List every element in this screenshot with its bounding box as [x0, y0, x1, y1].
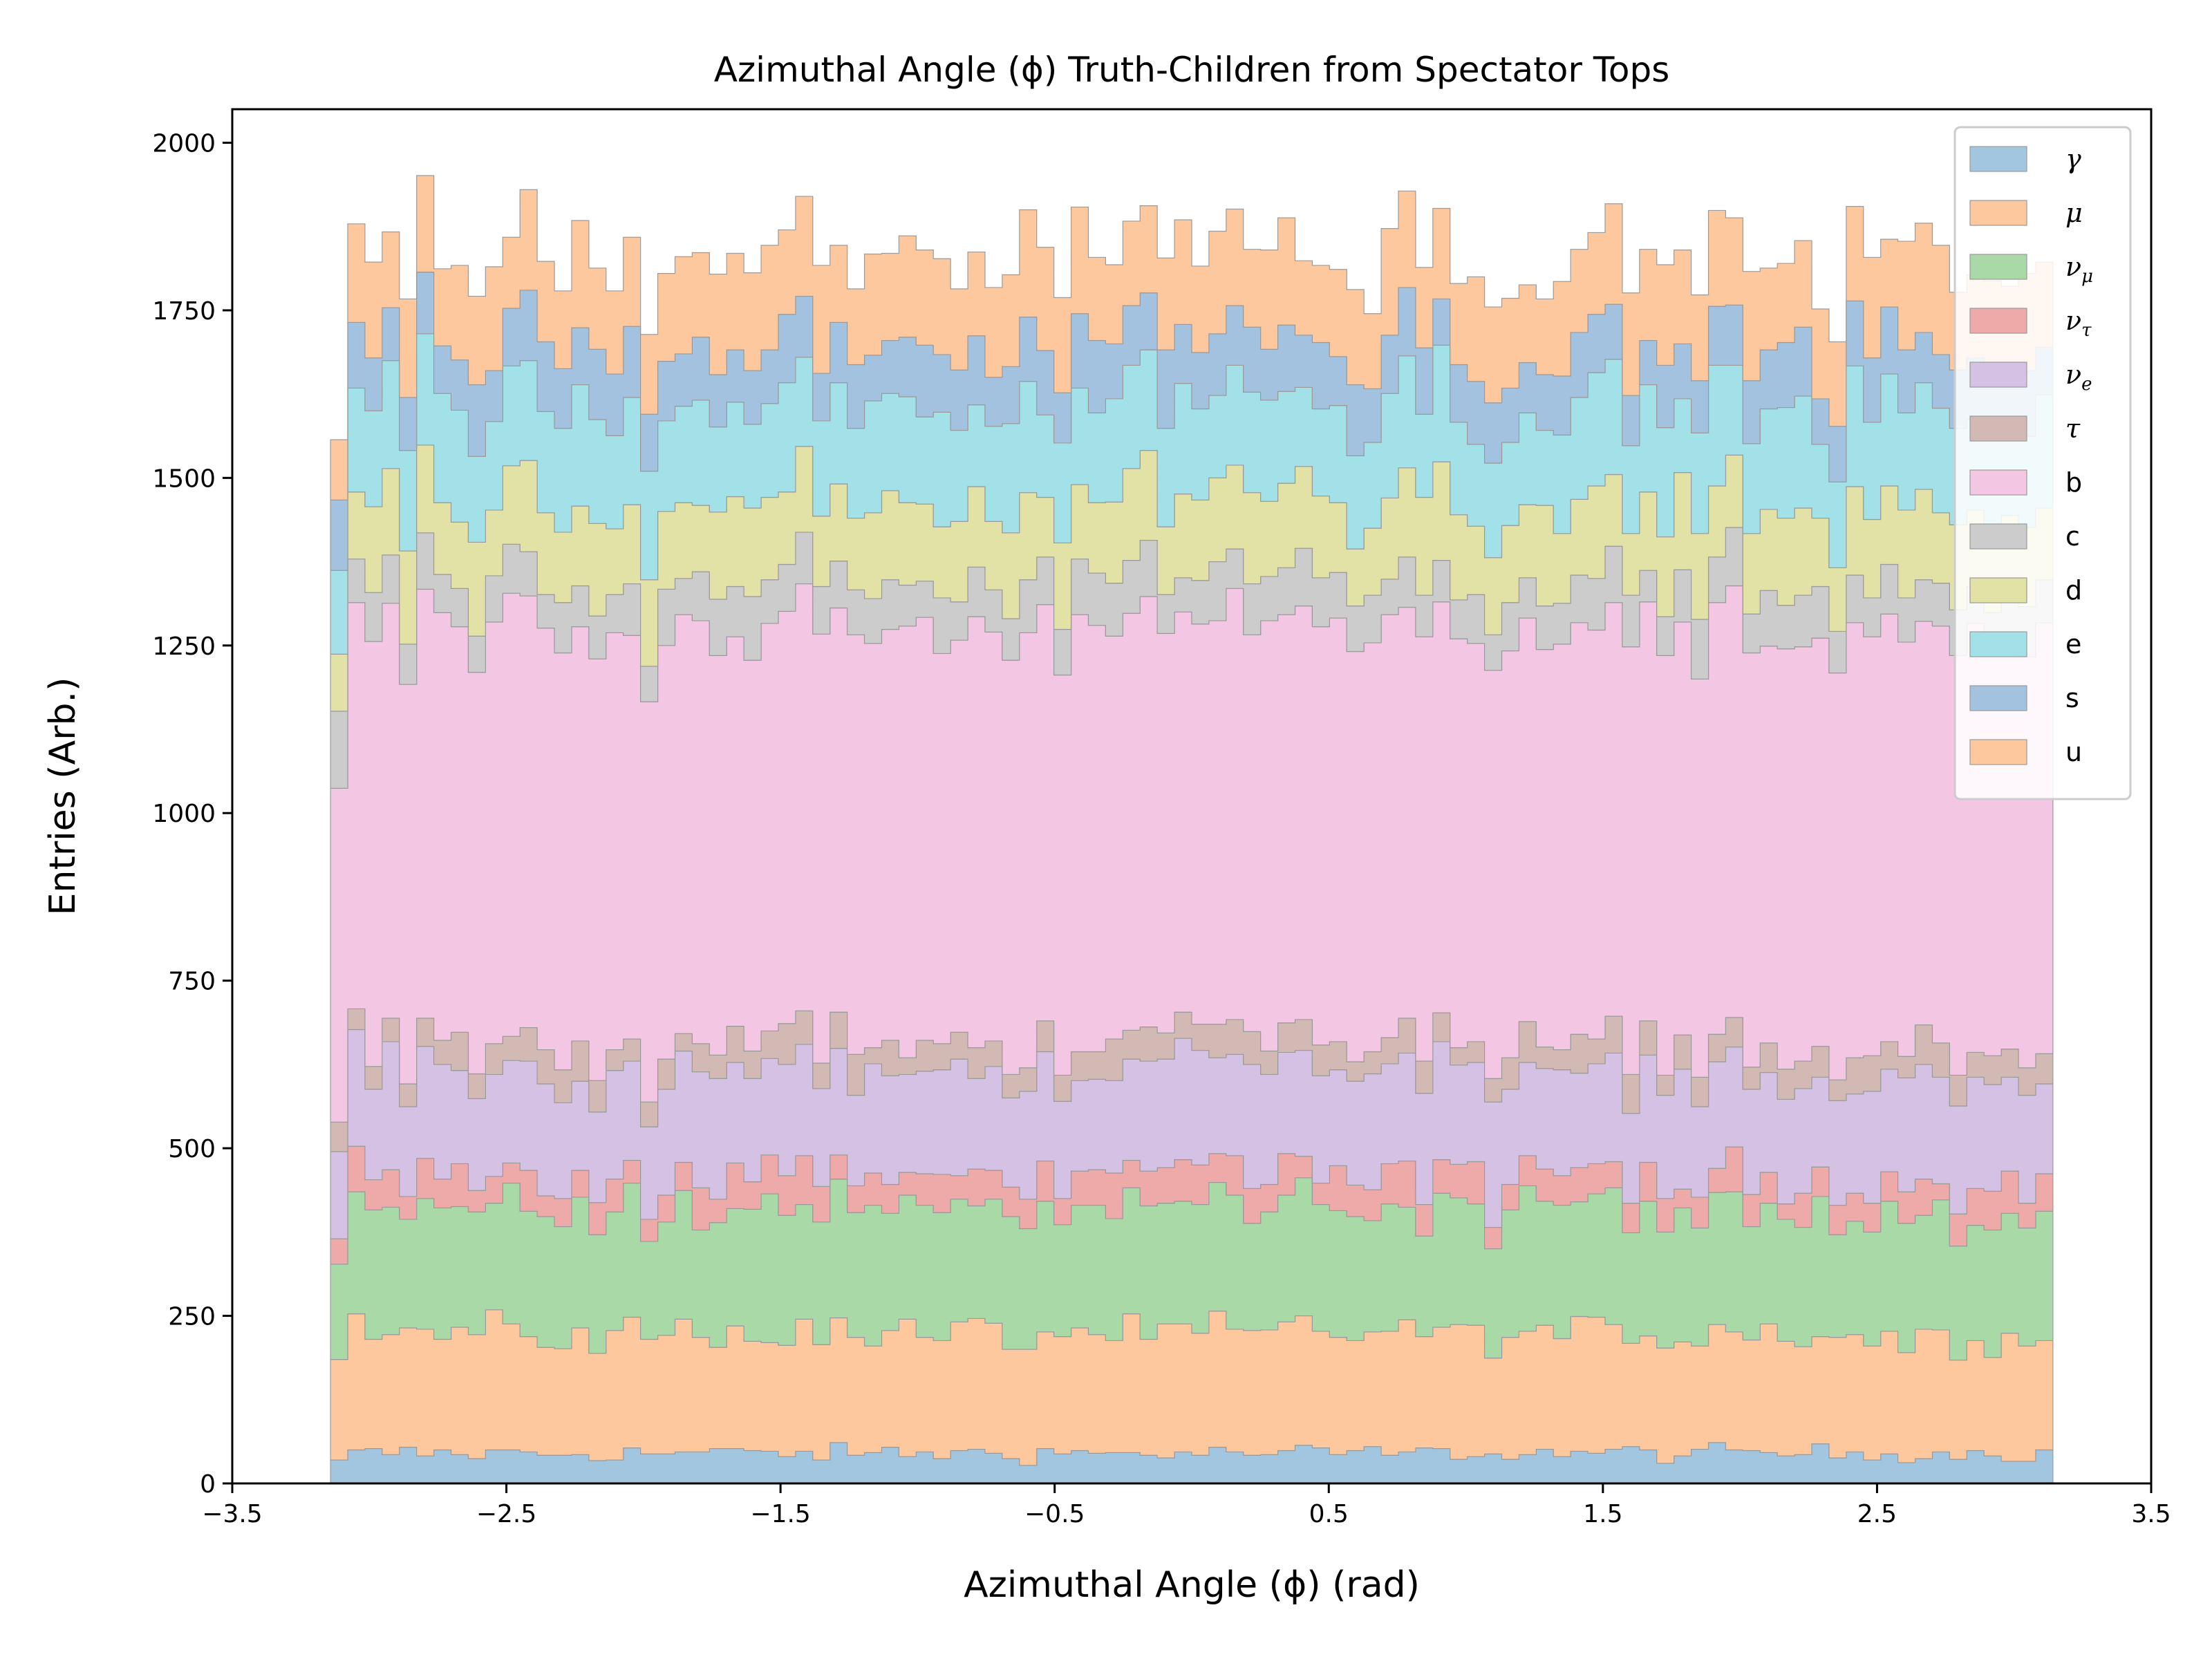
legend-swatch: [1969, 469, 2027, 496]
legend-swatch: [1969, 415, 2027, 442]
y-tick-label: 1500: [152, 465, 216, 493]
legend-swatch: [1969, 146, 2027, 172]
legend-swatch: [1969, 523, 2027, 550]
legend-label: b: [2065, 467, 2082, 498]
legend-swatch: [1969, 362, 2027, 388]
y-tick-label: 0: [200, 1470, 216, 1499]
y-axis-title: Entries (Arb.): [42, 677, 84, 916]
x-tick-label: 1.5: [1583, 1500, 1622, 1528]
y-tick-label: 750: [168, 968, 216, 996]
legend-swatch: [1969, 308, 2027, 334]
legend-label: s: [2065, 683, 2079, 713]
legend-box: [1953, 126, 2132, 800]
legend-swatch: [1969, 739, 2027, 765]
y-tick-label: 2000: [152, 129, 216, 158]
legend-swatch: [1969, 200, 2027, 226]
y-axis: 0 250 500 750 1000 1250 1500 1750 2000: [152, 129, 232, 1499]
x-tick-label: 3.5: [2131, 1500, 2171, 1528]
x-axis: −3.5 −2.5 −1.5 −0.5 0.5 1.5 2.5 3.5: [202, 1483, 2171, 1528]
legend-label: τ: [2065, 413, 2081, 444]
legend-label: d: [2065, 575, 2082, 606]
y-tick-label: 1250: [152, 632, 216, 661]
legend-label: u: [2065, 737, 2082, 767]
y-tick-label: 250: [168, 1303, 216, 1331]
legend-swatch: [1969, 254, 2027, 280]
legend-label: c: [2065, 521, 2080, 552]
chart-title: Azimuthal Angle (ϕ) Truth-Children from …: [714, 50, 1670, 90]
legend-label: νe: [2065, 359, 2092, 395]
plot-frame: [231, 108, 2153, 1485]
legend-label: μ: [2065, 198, 2083, 228]
y-tick-label: 1000: [152, 800, 216, 828]
x-tick-label: 2.5: [1857, 1500, 1897, 1528]
x-tick-label: −3.5: [202, 1500, 262, 1528]
y-tick-label: 1750: [152, 297, 216, 326]
x-tick-label: −2.5: [476, 1500, 536, 1528]
legend-label: e: [2065, 629, 2081, 659]
x-axis-title: Azimuthal Angle (ϕ) (rad): [964, 1564, 1420, 1606]
legend-swatch: [1969, 631, 2027, 657]
x-tick-label: −0.5: [1024, 1500, 1085, 1528]
x-tick-label: −1.5: [750, 1500, 810, 1528]
legend-swatch: [1969, 577, 2027, 603]
stacked-bars: [330, 175, 2054, 1484]
legend-swatch: [1969, 685, 2027, 711]
x-tick-label: 0.5: [1309, 1500, 1349, 1528]
legend-label: γ: [2065, 144, 2081, 174]
y-tick-label: 500: [168, 1135, 216, 1163]
